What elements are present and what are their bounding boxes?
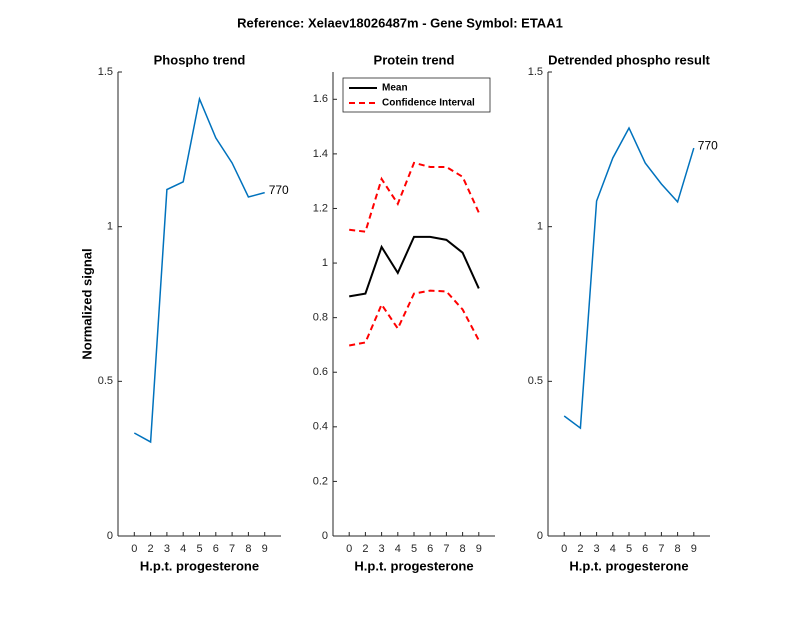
y-tick-label: 1 — [107, 221, 113, 233]
y-tick-label: 1.4 — [313, 148, 328, 160]
y-tick-label: 0 — [107, 530, 113, 542]
annotation: 770 — [269, 183, 289, 197]
upper-bound-line — [349, 161, 480, 233]
x-tick-label: 6 — [427, 543, 433, 555]
x-tick-label: 3 — [379, 543, 385, 555]
x-tick-label: 8 — [460, 543, 466, 555]
series-line — [133, 96, 265, 444]
figure-title: Reference: Xelaev18026487m - Gene Symbol… — [237, 15, 563, 30]
x-tick-label: 4 — [610, 543, 616, 555]
x-tick-label: 2 — [362, 543, 368, 555]
x-axis-label: H.p.t. progesterone — [140, 558, 259, 573]
x-tick-label: 7 — [658, 543, 664, 555]
x-tick-label: 6 — [213, 543, 219, 555]
y-tick-label: 1 — [537, 221, 543, 233]
x-tick-label: 4 — [395, 543, 401, 555]
legend-label: Mean — [382, 83, 408, 94]
y-tick-label: 0 — [322, 530, 328, 542]
y-tick-label: 1 — [322, 257, 328, 269]
series-line — [349, 235, 480, 298]
x-tick-label: 0 — [131, 543, 137, 555]
x-tick-label: 5 — [196, 543, 202, 555]
y-tick-label: 0.6 — [313, 366, 328, 378]
legend-label: Confidence Interval — [382, 98, 475, 109]
annotation: 770 — [698, 138, 718, 152]
axes-title: Detrended phospho result — [548, 52, 710, 67]
y-tick-label: 1.5 — [528, 66, 543, 78]
y-tick-label: 0.5 — [98, 375, 113, 387]
y-tick-label: 0.2 — [313, 475, 328, 487]
y-tick-label: 0.8 — [313, 312, 328, 324]
axes-title: Phospho trend — [154, 52, 246, 67]
axes-title: Protein trend — [374, 52, 455, 67]
y-tick-label: 0 — [537, 530, 543, 542]
x-tick-label: 4 — [180, 543, 186, 555]
y-tick-label: 1.6 — [313, 93, 328, 105]
x-tick-label: 7 — [443, 543, 449, 555]
x-tick-label: 8 — [245, 543, 251, 555]
x-tick-label: 2 — [148, 543, 154, 555]
x-tick-label: 2 — [577, 543, 583, 555]
y-axis-label: Normalized signal — [79, 248, 94, 359]
x-tick-label: 9 — [691, 543, 697, 555]
x-tick-label: 3 — [164, 543, 170, 555]
y-tick-label: 1.2 — [313, 202, 328, 214]
y-tick-label: 0.4 — [313, 421, 328, 433]
x-axis-label: H.p.t. progesterone — [569, 558, 688, 573]
lower-bound-line — [349, 289, 480, 347]
x-tick-label: 9 — [476, 543, 482, 555]
x-tick-label: 0 — [561, 543, 567, 555]
x-tick-label: 9 — [262, 543, 268, 555]
x-tick-label: 0 — [346, 543, 352, 555]
x-tick-label: 5 — [626, 543, 632, 555]
x-tick-label: 5 — [411, 543, 417, 555]
x-tick-label: 7 — [229, 543, 235, 555]
x-tick-label: 6 — [642, 543, 648, 555]
y-tick-label: 0.5 — [528, 375, 543, 387]
legend-box — [342, 77, 491, 113]
x-tick-label: 8 — [675, 543, 681, 555]
x-tick-label: 3 — [594, 543, 600, 555]
series-line — [563, 126, 695, 430]
y-tick-label: 1.5 — [98, 66, 113, 78]
x-axis-label: H.p.t. progesterone — [354, 558, 473, 573]
